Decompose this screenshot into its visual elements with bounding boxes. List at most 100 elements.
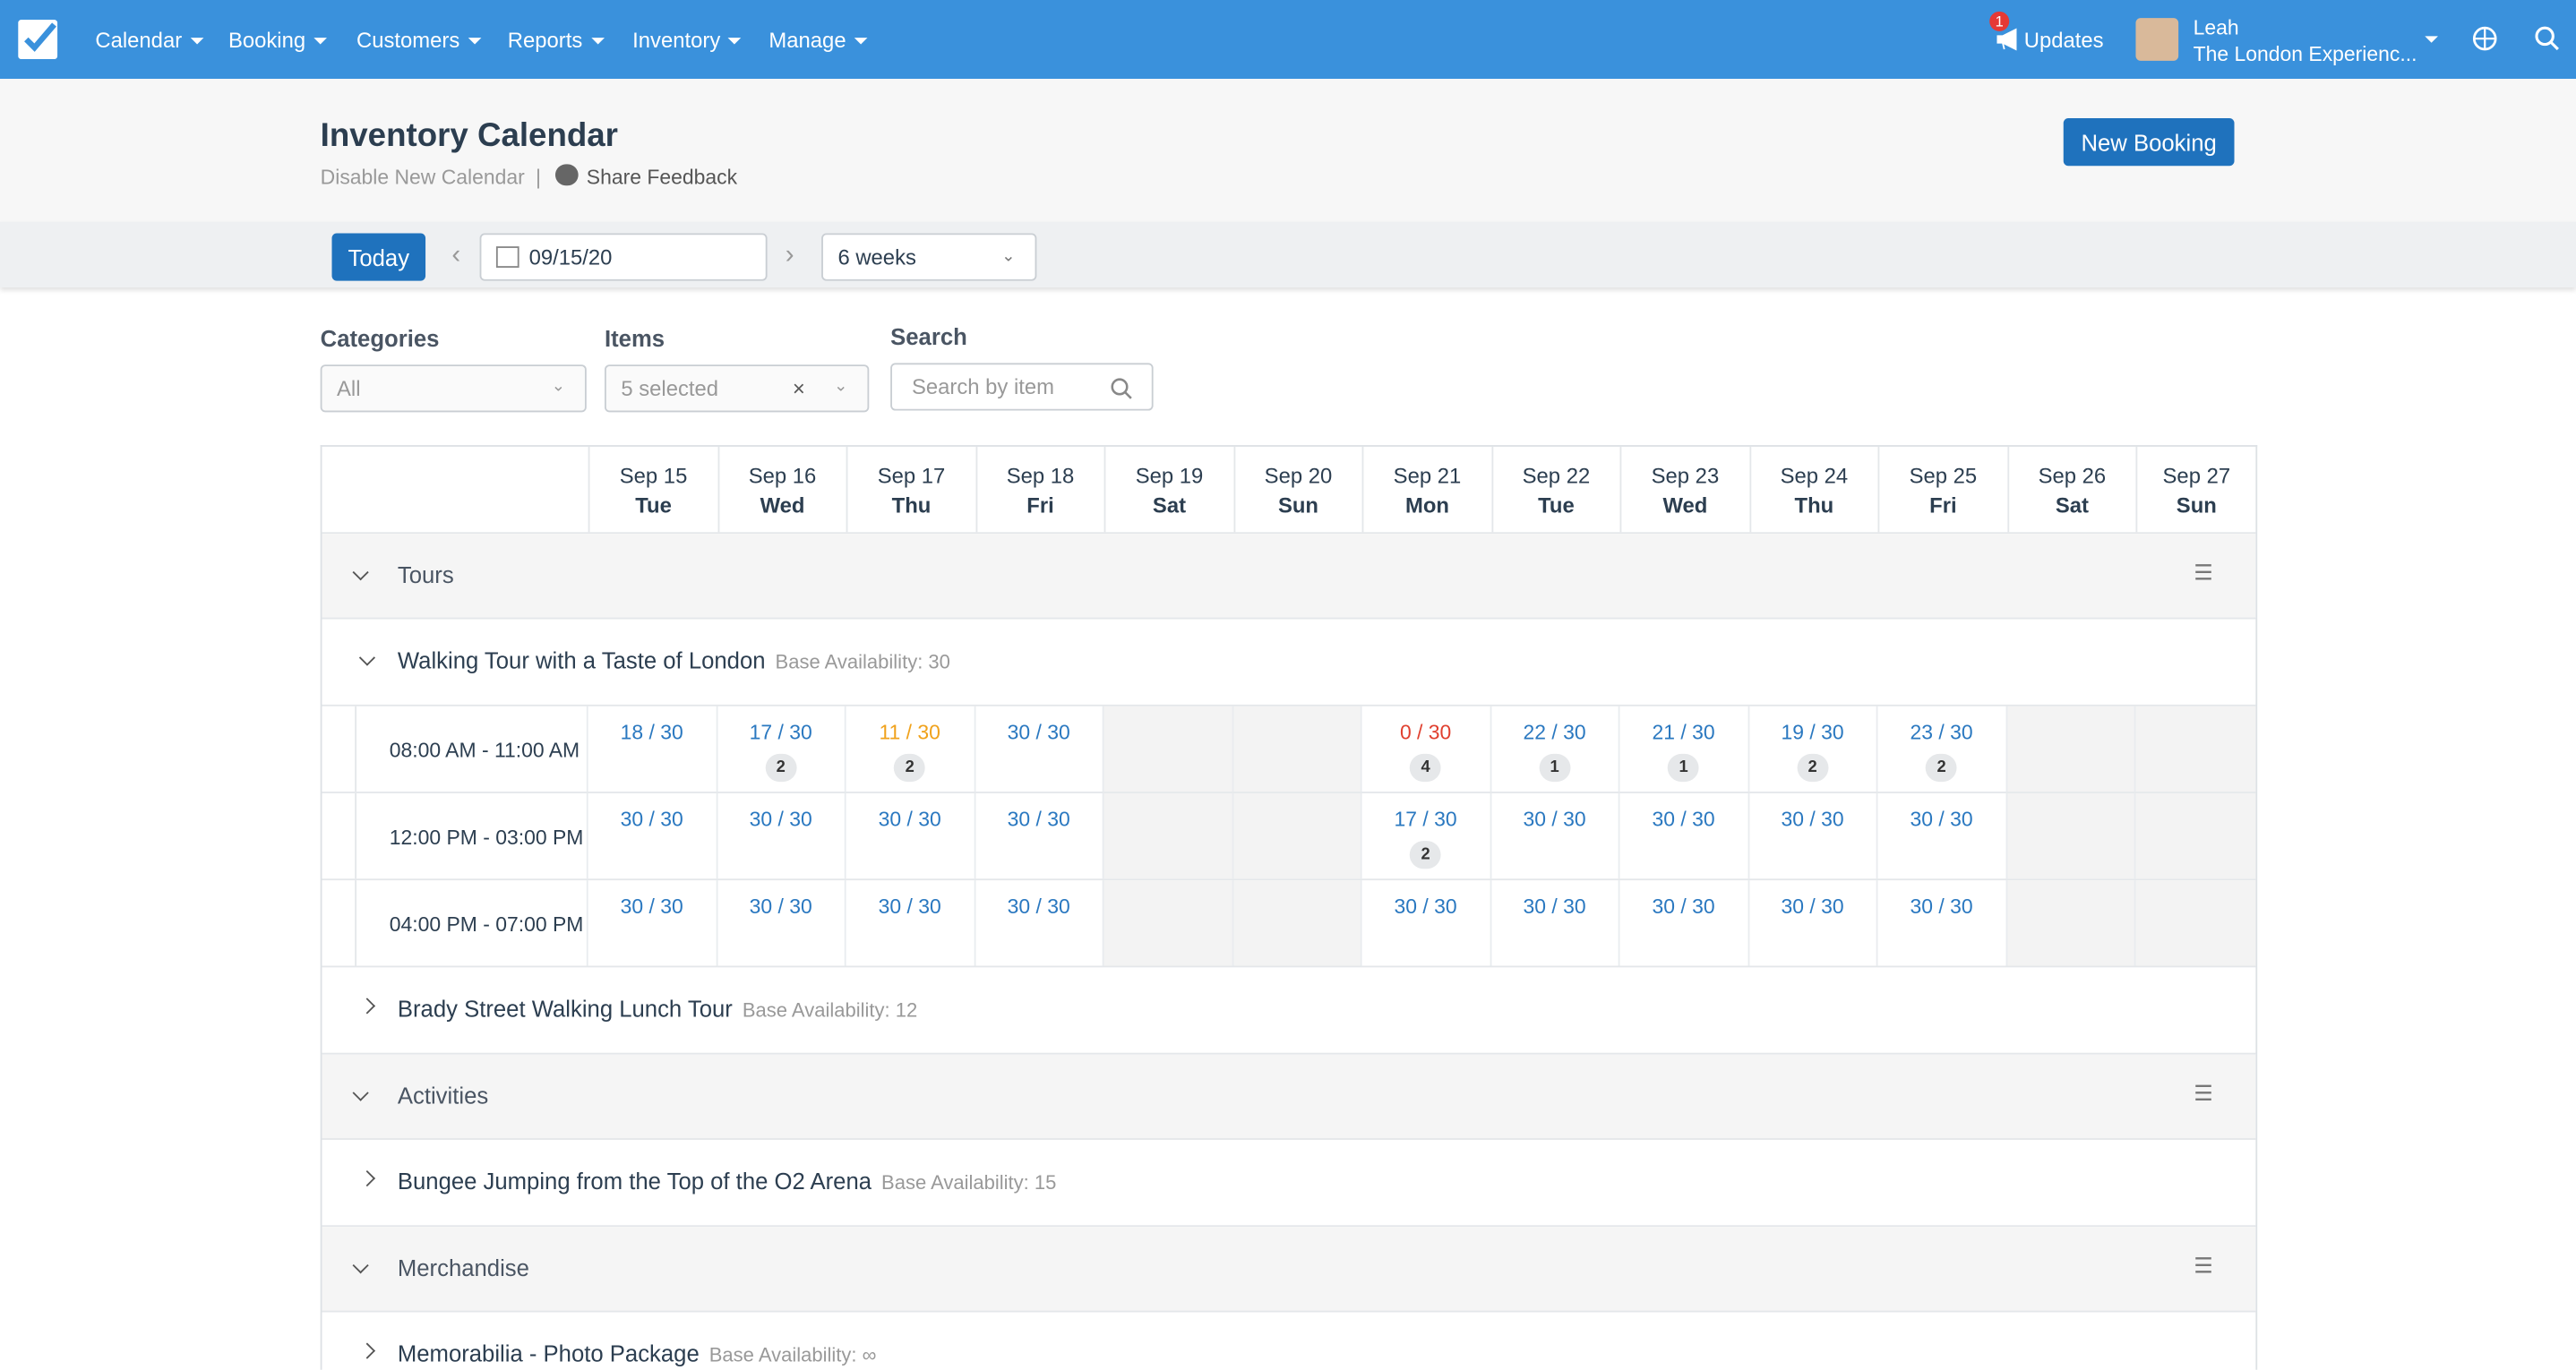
user-name[interactable]: Leah <box>2193 16 2239 40</box>
user-company[interactable]: The London Experienc... <box>2193 42 2417 66</box>
availability-cell[interactable]: 30 / 30 <box>715 880 845 966</box>
availability-cell[interactable]: 0 / 30 4 <box>1360 706 1490 792</box>
menu-item[interactable]: Booking <box>228 28 327 53</box>
prev-button[interactable]: ‹ <box>451 241 461 270</box>
disable-link[interactable]: Disable New Calendar <box>320 166 525 189</box>
availability-cell[interactable]: 30 / 30 <box>844 880 974 966</box>
group-name[interactable]: Activities <box>397 1082 489 1109</box>
availability-cell[interactable]: 30 / 30 <box>844 792 974 879</box>
sort-icon[interactable]: ☰ <box>2194 1080 2213 1106</box>
availability-text[interactable]: 30 / 30 <box>1652 895 1715 919</box>
availability-text[interactable]: 30 / 30 <box>1394 895 1457 919</box>
range-select[interactable]: 6 weeks ⌄ <box>821 233 1037 281</box>
availability-text[interactable]: 30 / 30 <box>1007 895 1070 919</box>
menu-item[interactable]: Manage <box>769 28 867 53</box>
user-caret[interactable] <box>2425 36 2438 43</box>
availability-cell[interactable]: 17 / 30 2 <box>1360 792 1490 879</box>
feedback-link[interactable]: Share Feedback <box>586 166 738 189</box>
group-name[interactable]: Tours <box>397 561 454 588</box>
availability-text[interactable]: 19 / 30 <box>1781 721 1844 744</box>
availability-text[interactable]: 30 / 30 <box>749 895 812 919</box>
group-name[interactable]: Merchandise <box>397 1254 529 1281</box>
menu-item[interactable]: Inventory <box>632 28 742 53</box>
avatar[interactable] <box>2135 18 2179 61</box>
availability-cell[interactable]: 22 / 30 1 <box>1489 706 1619 792</box>
availability-cell[interactable]: 30 / 30 <box>715 792 845 879</box>
availability-cell[interactable]: 11 / 30 2 <box>844 706 974 792</box>
availability-cell[interactable]: 30 / 30 <box>973 706 1103 792</box>
chevron[interactable] <box>352 1084 369 1101</box>
availability-text[interactable]: 17 / 30 <box>749 721 812 744</box>
menu-item[interactable]: Calendar <box>95 28 203 53</box>
navbar: Calendar Booking Customers Reports Inven… <box>0 0 2576 80</box>
globe-icon[interactable] <box>2472 26 2497 51</box>
menu-item[interactable]: Reports <box>508 28 604 53</box>
availability-cell[interactable]: 19 / 30 2 <box>1747 706 1876 792</box>
availability-text[interactable]: 30 / 30 <box>878 808 941 832</box>
availability-text[interactable]: 30 / 30 <box>1910 808 1973 832</box>
availability-cell[interactable]: 21 / 30 1 <box>1618 706 1747 792</box>
availability-cell[interactable]: 30 / 30 <box>1360 880 1490 966</box>
slot-time: 08:00 AM - 11:00 AM <box>355 706 587 792</box>
availability-text[interactable]: 30 / 30 <box>878 895 941 919</box>
item-name[interactable]: Bungee Jumping from the Top of the O2 Ar… <box>397 1168 872 1194</box>
updates-link[interactable]: Updates <box>2023 28 2104 53</box>
availability-text[interactable]: 30 / 30 <box>620 895 683 919</box>
availability-cell[interactable]: 30 / 30 <box>586 792 716 879</box>
availability-text[interactable]: 22 / 30 <box>1523 721 1586 744</box>
availability-cell[interactable]: 30 / 30 <box>973 880 1103 966</box>
chevron[interactable] <box>352 564 369 581</box>
search-input[interactable]: Search by item <box>890 363 1154 411</box>
availability-text[interactable]: 30 / 30 <box>1910 895 1973 919</box>
chevron[interactable] <box>358 998 376 1015</box>
menu-item[interactable]: Customers <box>356 28 481 53</box>
sort-icon[interactable]: ☰ <box>2194 560 2213 585</box>
item-name[interactable]: Walking Tour with a Taste of London <box>397 646 766 674</box>
new-booking-button[interactable]: New Booking <box>2063 118 2235 167</box>
chevron[interactable] <box>358 649 376 666</box>
availability-text[interactable]: 17 / 30 <box>1394 808 1457 832</box>
logo[interactable] <box>18 20 58 60</box>
availability-cell[interactable]: 30 / 30 <box>1747 792 1876 879</box>
items-select[interactable]: 5 selected × ⌄ <box>604 364 870 413</box>
chevron[interactable] <box>358 1169 376 1187</box>
availability-text[interactable]: 0 / 30 <box>1399 721 1452 744</box>
availability-cell[interactable]: 30 / 30 <box>1876 880 2005 966</box>
availability-text[interactable]: 30 / 30 <box>1523 808 1586 832</box>
today-button[interactable]: Today <box>331 233 426 281</box>
availability-cell[interactable]: 30 / 30 <box>1876 792 2005 879</box>
availability-cell[interactable]: 23 / 30 2 <box>1876 706 2005 792</box>
item-name[interactable]: Brady Street Walking Lunch Tour <box>397 995 733 1022</box>
next-button[interactable]: › <box>785 241 794 270</box>
availability-cell <box>2005 792 2134 879</box>
availability-text[interactable]: 30 / 30 <box>1781 808 1844 832</box>
sort-icon[interactable]: ☰ <box>2194 1253 2213 1279</box>
availability-cell[interactable]: 30 / 30 <box>1489 880 1619 966</box>
availability-text[interactable]: 30 / 30 <box>1523 895 1586 919</box>
availability-text[interactable]: 30 / 30 <box>749 808 812 832</box>
availability-cell[interactable]: 30 / 30 <box>1747 880 1876 966</box>
availability-text[interactable]: 18 / 30 <box>620 721 683 744</box>
day-header: Sep 16 Wed <box>717 446 846 533</box>
availability-cell[interactable]: 30 / 30 <box>1489 792 1619 879</box>
availability-cell[interactable]: 30 / 30 <box>973 792 1103 879</box>
availability-cell[interactable]: 30 / 30 <box>1618 880 1747 966</box>
availability-text[interactable]: 23 / 30 <box>1910 721 1973 744</box>
availability-text[interactable]: 30 / 30 <box>1652 808 1715 832</box>
availability-cell[interactable]: 17 / 30 2 <box>715 706 845 792</box>
availability-cell[interactable]: 18 / 30 <box>586 706 716 792</box>
availability-text[interactable]: 21 / 30 <box>1652 721 1715 744</box>
chevron[interactable] <box>358 1342 376 1359</box>
availability-text[interactable]: 30 / 30 <box>1781 895 1844 919</box>
availability-cell[interactable]: 30 / 30 <box>1618 792 1747 879</box>
date-input[interactable]: 09/15/20 <box>479 233 768 281</box>
availability-cell[interactable]: 30 / 30 <box>586 880 716 966</box>
availability-text[interactable]: 30 / 30 <box>620 808 683 832</box>
availability-text[interactable]: 11 / 30 <box>879 721 940 744</box>
categories-select[interactable]: All ⌄ <box>320 364 587 413</box>
availability-text[interactable]: 30 / 30 <box>1007 721 1070 744</box>
item-name[interactable]: Memorabilia - Photo Package <box>397 1340 700 1367</box>
search-icon[interactable] <box>2535 26 2560 51</box>
chevron[interactable] <box>352 1257 369 1274</box>
availability-text[interactable]: 30 / 30 <box>1007 808 1070 832</box>
